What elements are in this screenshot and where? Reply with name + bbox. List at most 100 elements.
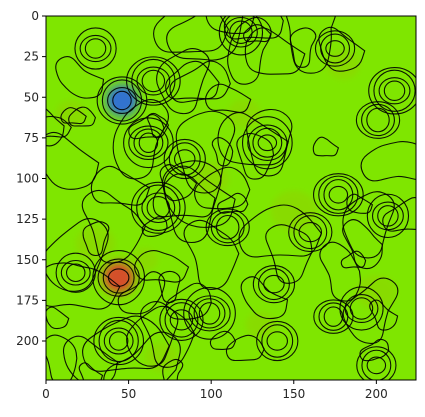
contour-loop	[169, 60, 231, 103]
contour-ring	[112, 90, 132, 111]
contour-ring	[366, 193, 410, 239]
contour-loop	[285, 16, 336, 74]
contour-ring	[328, 185, 349, 204]
contour-loop	[225, 334, 265, 362]
contour-loop	[175, 110, 236, 194]
contour-ring	[339, 286, 384, 331]
contour-ring	[361, 349, 392, 380]
x-tick-label: 150	[282, 387, 305, 401]
contour-ring	[141, 192, 176, 224]
contour-ring	[74, 27, 117, 70]
contour-ring	[163, 138, 206, 180]
contour-loop	[82, 315, 170, 372]
contour-ring	[128, 125, 169, 160]
contour-loop	[156, 48, 210, 115]
contour-ring	[366, 356, 387, 375]
contour-loop	[141, 216, 168, 237]
plot-area	[46, 16, 416, 380]
contour-ring	[107, 86, 137, 115]
contour-loop	[134, 250, 190, 283]
contour-loop	[162, 160, 222, 244]
contour-ring	[247, 124, 288, 161]
y-tick-label: 25	[24, 50, 39, 64]
contour-ring	[108, 331, 129, 351]
contour-ring	[356, 346, 397, 380]
contour-loop	[204, 83, 252, 113]
contour-ring	[257, 134, 278, 152]
contour-loop	[289, 27, 317, 68]
contour-ring	[325, 40, 345, 57]
contour-loop	[147, 112, 170, 139]
contour-loop	[158, 270, 181, 304]
y-tick-label: 50	[24, 90, 39, 104]
contour-ring	[313, 173, 364, 217]
contour-ring	[130, 181, 186, 234]
contour-loop	[227, 16, 272, 85]
contour-ring	[169, 309, 194, 331]
y-tick-label: 150	[16, 253, 39, 267]
contour-loop	[46, 306, 70, 330]
contour-loop	[68, 106, 97, 127]
contour-loop	[126, 305, 179, 367]
contour-ring	[288, 212, 333, 253]
contour-loop	[166, 16, 244, 61]
contour-ring	[266, 331, 288, 351]
contour-loop	[209, 330, 237, 350]
heatmap-variation	[270, 190, 317, 232]
contour-loop	[78, 362, 104, 380]
axes-frame	[45, 15, 417, 381]
contour-ring	[159, 298, 204, 341]
contour-loop	[163, 165, 236, 228]
heatmap-variation	[145, 342, 179, 372]
contour-ring	[126, 56, 181, 106]
y-tick-label: 0	[31, 9, 39, 23]
contour-ring	[293, 215, 328, 250]
contour-ring	[252, 265, 296, 304]
x-tick-label: 50	[121, 387, 136, 401]
contour-ring	[65, 263, 86, 283]
high-blob-halo	[98, 257, 139, 298]
x-axis: 0 50 100 150 200	[42, 380, 388, 401]
contour-loop	[342, 219, 383, 270]
contour-loop	[112, 99, 169, 180]
contour-ring	[318, 302, 349, 331]
contour-loop	[117, 271, 166, 315]
x-tick-label: 100	[200, 387, 223, 401]
contour-loop	[140, 301, 196, 368]
y-tick-label: 175	[16, 293, 39, 307]
contour-ring	[188, 295, 231, 332]
contour-ring	[138, 132, 159, 153]
contour-loop	[360, 140, 416, 182]
contour-loop	[246, 108, 293, 177]
contour-ring	[323, 306, 344, 327]
contour-loop	[152, 173, 216, 218]
contour-ring	[314, 30, 356, 67]
contour-loop	[46, 217, 109, 292]
y-tick-label: 200	[16, 334, 39, 348]
contour-loop	[46, 131, 100, 190]
contour-ring	[136, 184, 181, 231]
contour-ring	[103, 327, 134, 355]
contour-ring	[368, 66, 416, 115]
contour-ring	[355, 101, 401, 139]
contour-loop	[342, 277, 399, 344]
contour-ring	[174, 149, 196, 169]
y-tick-label: 100	[16, 172, 39, 186]
contour-loop	[369, 299, 399, 331]
contour-loop	[46, 108, 65, 147]
x-tick-label: 200	[365, 387, 388, 401]
contour-ring	[60, 259, 91, 286]
contour-ring	[318, 175, 359, 214]
contour-loop	[319, 241, 361, 302]
contour-loop	[217, 112, 289, 166]
contour-loop	[244, 27, 306, 75]
contour-ring	[218, 16, 264, 56]
contour-loop	[194, 166, 251, 210]
contour-loop	[165, 282, 212, 320]
contour-loop	[205, 16, 255, 35]
x-tick-label: 0	[42, 387, 50, 401]
contour-loop	[55, 56, 105, 99]
contour-ring	[84, 38, 107, 59]
contour-ring	[98, 319, 139, 363]
